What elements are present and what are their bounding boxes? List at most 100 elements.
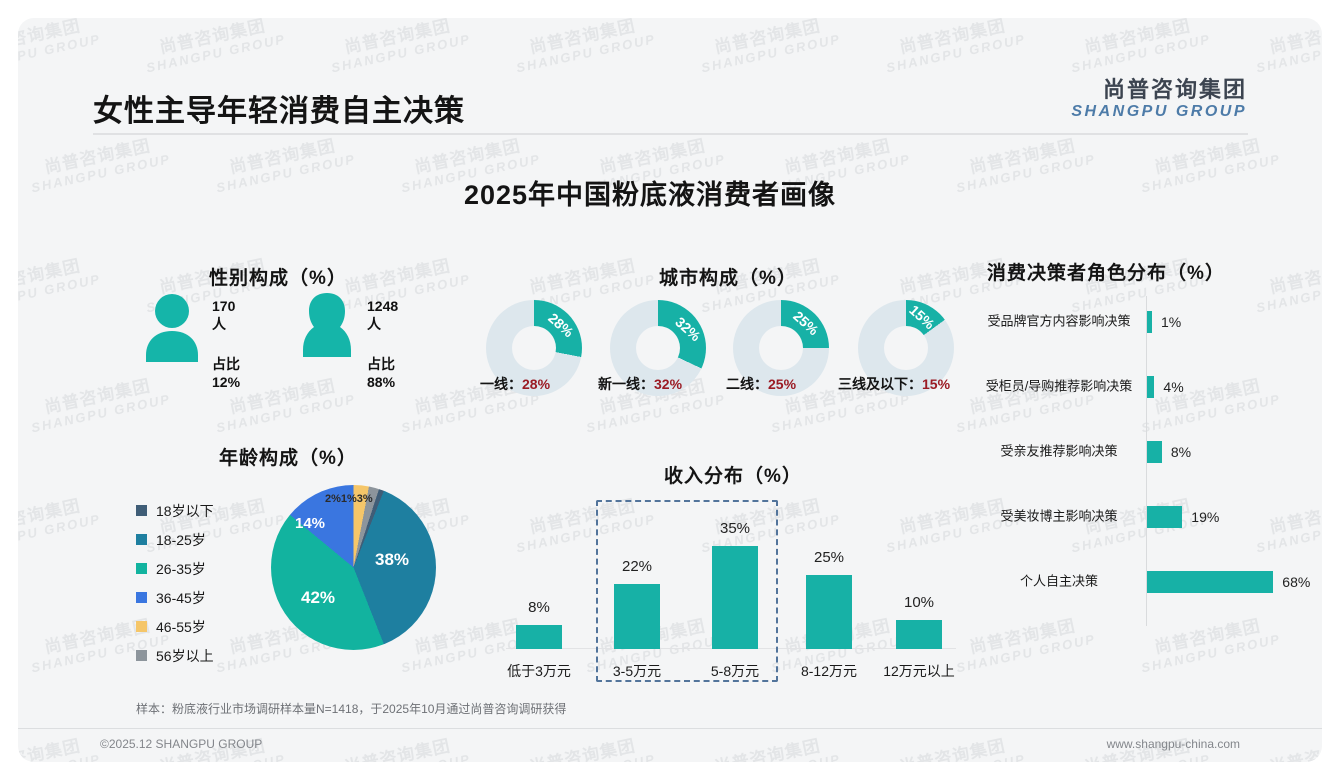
decision-value: 68% (1282, 574, 1311, 590)
pie-label-18-25: 38% (375, 550, 410, 569)
decision-label: 个人自主决策 (1019, 573, 1098, 589)
income-bar-1: 8% 低于3万元 (507, 599, 571, 679)
gender-section-title: 性别构成（%） (209, 268, 347, 289)
income-bar-category: 12万元以上 (883, 663, 955, 679)
pie-label-26-35: 42% (301, 588, 336, 607)
decision-label: 受亲友推荐影响决策 (1000, 443, 1118, 459)
gender-item-male: 170人 占比12% (140, 290, 240, 390)
income-bar-category: 低于3万元 (507, 663, 571, 679)
city-name: 新一线： (598, 376, 654, 392)
income-bar-fill (516, 625, 562, 649)
donut-hole (512, 326, 556, 370)
age-legend-item: 46-55岁 (136, 612, 214, 641)
income-bar-value: 25% (813, 549, 845, 567)
main-title-text: 2025年中国粉底液消费者画像 (463, 180, 837, 210)
slide: 尚普咨询集团 SHANGPU GROUP 尚普咨询集团 SHANGPU GROUP 尚普… (18, 18, 1322, 762)
city-donut-label-2: 新一线：32% (598, 374, 682, 394)
pie-label-36-45: 14% (295, 515, 326, 532)
decision-row: 受亲友推荐影响决策 8% (978, 430, 1290, 474)
city-donut-1: 28% (486, 300, 582, 396)
logo-en-text: SHANGPU GROUP (1071, 102, 1247, 120)
city-name: 一线： (480, 376, 522, 392)
age-legend: 18岁以下 18-25岁 26-35岁 36-45岁 46-55岁 56岁以上 (136, 496, 214, 670)
decision-row: 个人自主决策 68% (978, 560, 1310, 604)
legend-swatch (136, 650, 147, 661)
income-bar-value: 22% (621, 558, 653, 576)
main-title: 2025年中国粉底液消费者画像 (18, 173, 1322, 212)
donut-hole (884, 326, 928, 370)
income-bar-category: 8-12万元 (800, 663, 858, 679)
decision-label: 受柜员/导购推荐影响决策 (985, 378, 1133, 394)
city-value: 25% (768, 376, 797, 392)
legend-swatch (136, 505, 147, 516)
age-legend-item: 18-25岁 (136, 525, 214, 554)
age-legend-item: 56岁以上 (136, 641, 214, 670)
income-bar-2: 22% 3-5万元 (613, 558, 661, 679)
decision-section-title: 消费决策者角色分布（%） (987, 263, 1225, 284)
decision-axis-line (1146, 296, 1147, 626)
income-bar-category: 3-5万元 (612, 663, 662, 679)
sample-note: 样本：粉底液行业市场调研样本量N=1418，于2025年10月通过尚普咨询调研获… (136, 702, 567, 716)
decision-bar-fill (1147, 441, 1162, 463)
city-name: 三线及以下： (838, 376, 922, 392)
income-bar-value: 10% (903, 593, 935, 611)
income-bar-value: 35% (719, 519, 751, 537)
decision-value: 19% (1191, 509, 1220, 525)
legend-label: 46-55岁 (156, 618, 206, 635)
city-donut-label-4: 三线及以下：15% (838, 374, 950, 394)
decision-bar-fill (1147, 571, 1274, 593)
legend-swatch (136, 563, 147, 574)
decision-value: 1% (1161, 314, 1182, 330)
female-icon (303, 293, 351, 357)
legend-swatch (136, 592, 147, 603)
decision-value: 8% (1170, 444, 1192, 460)
income-highlight-box (596, 500, 778, 682)
income-bar-value: 8% (528, 599, 550, 617)
decision-row: 受品牌官方内容影响决策 1% (978, 300, 1290, 344)
income-bar-4: 25% 8-12万元 (801, 549, 857, 679)
legend-label: 36-45岁 (156, 589, 206, 606)
decision-label: 受品牌官方内容影响决策 (987, 313, 1131, 329)
decision-row: 受美妆博主影响决策 19% (978, 495, 1290, 539)
city-value: 15% (922, 376, 951, 392)
decision-bar-chart: 受品牌官方内容影响决策 1% 受柜员/导购推荐影响决策 4% 受亲友推荐影响决策 8% 受美… (978, 296, 1310, 626)
city-name: 二线： (726, 376, 768, 392)
legend-swatch (136, 621, 147, 632)
age-pie-chart: 38% 42% 14% 2%1%3% (271, 485, 436, 650)
income-bar-5: 10% 12万元以上 (883, 594, 955, 680)
income-bar-fill (806, 575, 852, 649)
city-section-title: 城市构成（%） (659, 268, 797, 289)
age-legend-item: 26-35岁 (136, 554, 214, 583)
website-link[interactable]: www.shangpu-china.com (1106, 737, 1240, 751)
income-section-title: 收入分布（%） (664, 466, 802, 487)
male-icon (146, 294, 198, 362)
income-bar-fill (712, 545, 758, 649)
male-count: 170人 (212, 298, 236, 332)
legend-label: 26-35岁 (156, 560, 206, 577)
company-logo: 尚普咨询集团 SHANGPU GROUP (1071, 77, 1247, 121)
legend-swatch (136, 534, 147, 545)
legend-label: 56岁以上 (156, 647, 214, 664)
city-value: 32% (654, 376, 683, 392)
decision-row: 受柜员/导购推荐影响决策 4% (978, 365, 1290, 409)
decision-bar-fill (1147, 506, 1183, 528)
male-share: 占比12% (212, 356, 241, 390)
legend-label: 18岁以下 (156, 502, 214, 519)
decision-label: 受美妆博主影响决策 (1000, 508, 1118, 524)
logo-cn-text: 尚普咨询集团 (1102, 77, 1247, 102)
income-bar-category: 5-8万元 (710, 663, 760, 679)
female-count: 1248人 (367, 298, 399, 332)
page-title: 女性主导年轻消费自主决策 (93, 95, 465, 128)
header-divider (93, 133, 1248, 135)
income-bar-3: 35% 5-8万元 (711, 520, 759, 679)
city-donut-4: 15% (858, 300, 954, 396)
income-bar-fill (614, 584, 660, 649)
age-section-title: 年龄构成（%） (219, 448, 357, 469)
pie-label-small-slices: 2%1%3% (325, 493, 373, 505)
legend-label: 18-25岁 (156, 531, 206, 548)
city-donut-2: 32% (610, 300, 706, 396)
city-donut-label-3: 二线：25% (726, 374, 796, 394)
income-bar-fill (896, 619, 942, 649)
city-donut-3: 25% (733, 300, 829, 396)
donut-hole (759, 326, 803, 370)
